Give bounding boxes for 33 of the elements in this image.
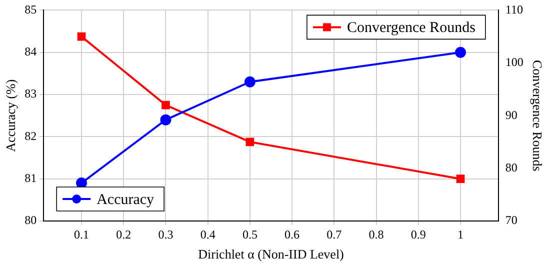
- y2-axis-title: Convergence Rounds: [530, 60, 545, 172]
- y2-tick-label: 100: [505, 55, 524, 70]
- point: [456, 174, 465, 184]
- x-tick-label: 0.8: [368, 227, 384, 242]
- x-tick-label: 0.7: [326, 227, 342, 242]
- y2-tick-label: 90: [505, 108, 518, 122]
- y2-tick-label: 70: [505, 213, 518, 228]
- point: [246, 138, 254, 146]
- x-tick-label: 0.6: [284, 227, 300, 242]
- x-tick-label: 0.1: [74, 227, 89, 242]
- y2-tick-label: 110: [505, 2, 523, 16]
- y-axis-title: Accuracy (%): [3, 79, 18, 152]
- point: [455, 46, 466, 58]
- y-tick-label: 80: [24, 213, 37, 228]
- x-tick-label: 1: [458, 227, 464, 242]
- point: [77, 32, 86, 41]
- y-tick-label: 81: [24, 170, 37, 185]
- x-tick-label: 0.2: [116, 227, 132, 242]
- point: [160, 114, 172, 126]
- x-tick-label: 0.4: [200, 227, 216, 242]
- x-tick-label: 0.5: [242, 227, 258, 242]
- x-tick-label: 0.3: [158, 227, 174, 242]
- x-axis-title: Dirichlet α (Non-IID Level): [198, 246, 344, 262]
- legend-label: Accuracy: [96, 192, 155, 208]
- legend-label: Convergence Rounds: [346, 20, 476, 36]
- y2-tick-label: 80: [505, 160, 518, 174]
- y-tick-label: 85: [24, 2, 37, 16]
- y-tick-label: 82: [24, 128, 37, 143]
- x-tick-label: 0.9: [410, 227, 426, 242]
- point: [162, 100, 170, 110]
- y-tick-label: 84: [24, 44, 37, 59]
- point: [244, 76, 256, 88]
- y-tick-label: 83: [24, 86, 37, 101]
